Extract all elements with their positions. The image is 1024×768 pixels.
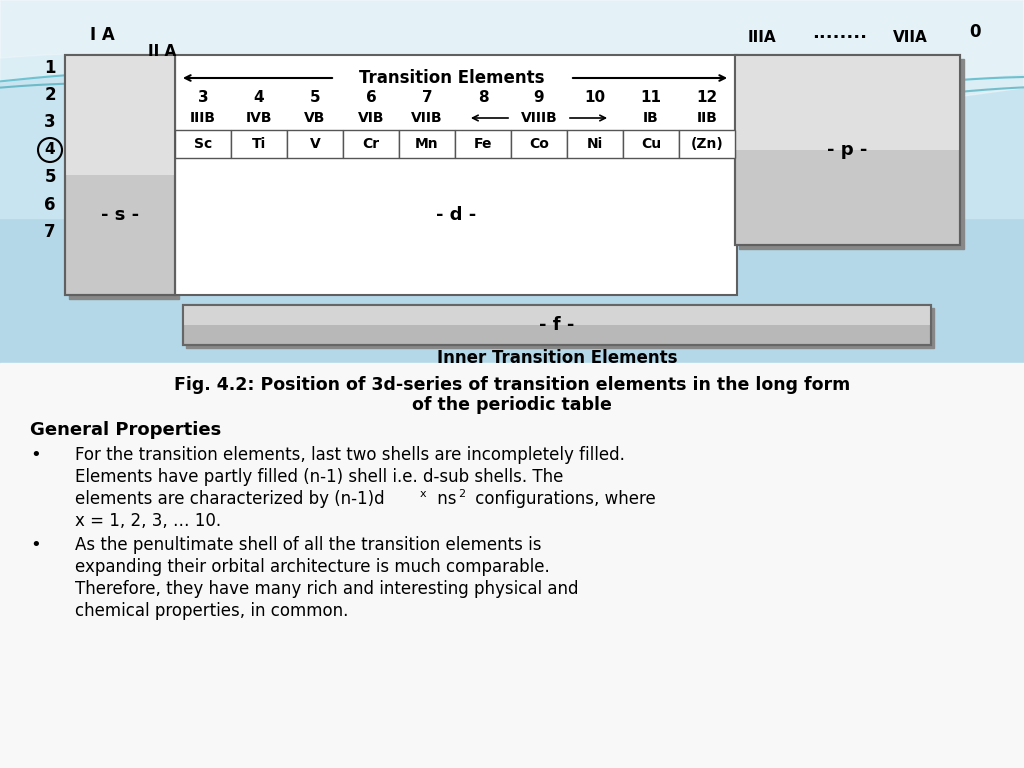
Text: ns: ns (432, 490, 457, 508)
Text: 3: 3 (198, 90, 208, 104)
Text: x = 1, 2, 3, … 10.: x = 1, 2, 3, … 10. (75, 512, 221, 530)
Text: VIIA: VIIA (893, 31, 928, 45)
Bar (567, 130, 623, 158)
Bar (735, 55, 961, 245)
Text: (Zn): (Zn) (690, 137, 723, 151)
Text: 1: 1 (44, 59, 55, 77)
Bar (0, 0, 1024, 378)
Text: Ni: Ni (587, 137, 603, 151)
Text: IB: IB (643, 111, 658, 125)
Text: expanding their orbital architecture is much comparable.: expanding their orbital architecture is … (75, 558, 550, 576)
Text: Fig. 4.2: Position of 3d-series of transition elements in the long form: Fig. 4.2: Position of 3d-series of trans… (174, 376, 850, 394)
Text: IIIB: IIIB (190, 111, 216, 125)
Text: 4: 4 (254, 90, 264, 104)
Bar (623, 130, 679, 158)
Text: VIB: VIB (357, 111, 384, 125)
Text: Mn: Mn (415, 137, 439, 151)
Bar (175, 55, 737, 295)
Text: elements are characterized by (n-1)d: elements are characterized by (n-1)d (75, 490, 385, 508)
Text: ········: ········ (812, 29, 867, 47)
Text: II A: II A (147, 45, 176, 59)
Text: 5: 5 (44, 168, 55, 186)
Bar (0, 0, 1024, 218)
Text: - s -: - s - (101, 206, 139, 224)
Text: 2: 2 (44, 86, 56, 104)
Text: 3: 3 (44, 113, 56, 131)
Bar (186, 308, 934, 348)
Bar (65, 55, 175, 295)
Text: 7: 7 (422, 90, 432, 104)
Text: General Properties: General Properties (30, 421, 221, 439)
Bar (739, 59, 964, 249)
Text: 11: 11 (640, 90, 662, 104)
Text: Therefore, they have many rich and interesting physical and: Therefore, they have many rich and inter… (75, 580, 579, 598)
Text: •: • (30, 446, 41, 464)
Text: For the transition elements, last two shells are incompletely filled.: For the transition elements, last two sh… (75, 446, 625, 464)
Bar (455, 130, 511, 158)
Bar (65, 55, 175, 175)
Bar (69, 59, 179, 299)
Text: VIIB: VIIB (412, 111, 442, 125)
Bar (175, 130, 231, 158)
Text: configurations, where: configurations, where (470, 490, 655, 508)
Bar (511, 130, 567, 158)
Text: I A: I A (90, 26, 115, 44)
Text: IVB: IVB (246, 111, 272, 125)
Text: x: x (420, 489, 427, 499)
Text: •: • (30, 536, 41, 554)
Text: Transition Elements: Transition Elements (359, 69, 545, 87)
Text: Co: Co (529, 137, 549, 151)
Bar (65, 55, 175, 295)
Bar (0, 363, 1024, 768)
Text: Ti: Ti (252, 137, 266, 151)
Text: of the periodic table: of the periodic table (412, 396, 612, 414)
Bar (679, 130, 735, 158)
Text: Cu: Cu (641, 137, 662, 151)
Text: Cr: Cr (362, 137, 380, 151)
Text: chemical properties, in common.: chemical properties, in common. (75, 602, 348, 620)
Text: IIIA: IIIA (748, 31, 776, 45)
Text: Sc: Sc (194, 137, 212, 151)
Bar (399, 130, 455, 158)
Text: 5: 5 (309, 90, 321, 104)
Text: VB: VB (304, 111, 326, 125)
Text: - d -: - d - (436, 206, 476, 224)
Text: 2: 2 (458, 489, 465, 499)
Bar (735, 55, 961, 150)
Bar (231, 130, 287, 158)
Text: 9: 9 (534, 90, 545, 104)
Text: 7: 7 (44, 223, 56, 241)
Text: Elements have partly filled (n-1) shell i.e. d-sub shells. The: Elements have partly filled (n-1) shell … (75, 468, 563, 486)
Text: 6: 6 (366, 90, 377, 104)
Bar (735, 55, 961, 245)
Text: 8: 8 (477, 90, 488, 104)
Text: - f -: - f - (540, 316, 574, 334)
Text: IIB: IIB (696, 111, 718, 125)
Text: Fe: Fe (474, 137, 493, 151)
Text: 0: 0 (970, 23, 981, 41)
Bar (287, 130, 343, 158)
Bar (183, 305, 931, 345)
Text: Inner Transition Elements: Inner Transition Elements (437, 349, 677, 367)
Bar (183, 305, 931, 345)
Text: - p -: - p - (826, 141, 867, 159)
Text: 6: 6 (44, 196, 55, 214)
Text: VIIIB: VIIIB (520, 111, 557, 125)
Text: 10: 10 (585, 90, 605, 104)
Text: As the penultimate shell of all the transition elements is: As the penultimate shell of all the tran… (75, 536, 542, 554)
Bar (183, 305, 931, 325)
Text: 4: 4 (45, 143, 55, 157)
Text: V: V (309, 137, 321, 151)
Bar (343, 130, 399, 158)
Text: 12: 12 (696, 90, 718, 104)
